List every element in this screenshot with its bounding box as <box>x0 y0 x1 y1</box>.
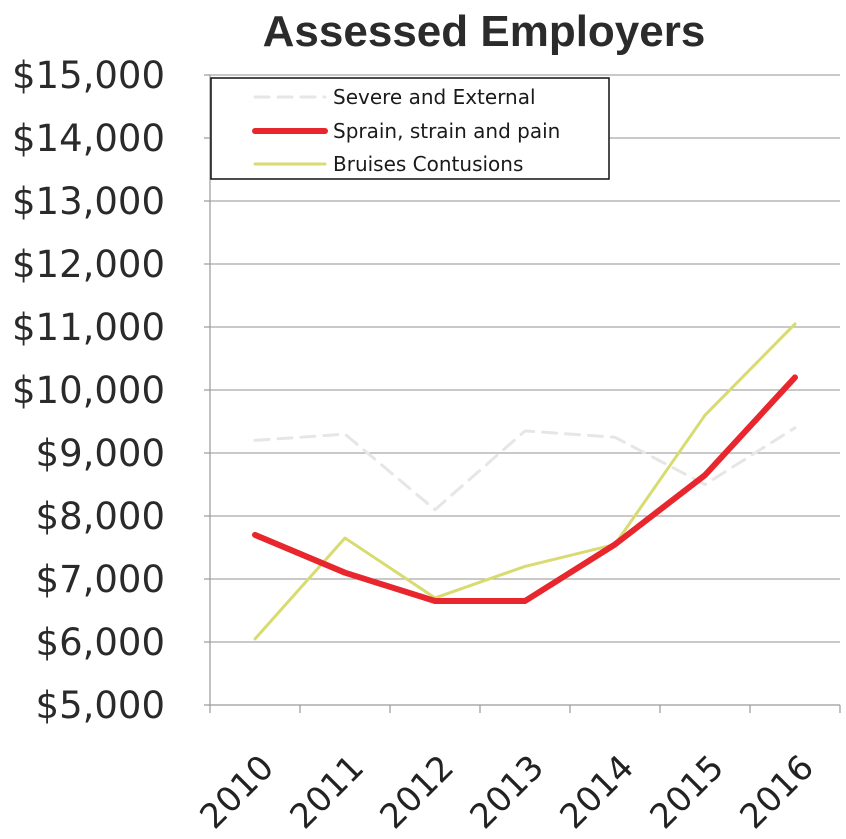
series-line-sprain-strain-pain <box>252 374 798 604</box>
y-tick-label: $14,000 <box>12 117 165 160</box>
series-layer <box>252 322 798 641</box>
x-tick-label: 2015 <box>642 747 731 836</box>
y-tick-label: $8,000 <box>36 495 165 538</box>
series-line-bruises-contusions <box>253 322 797 641</box>
x-tick-label: 2011 <box>282 747 371 836</box>
series-line-severe-external <box>253 426 797 512</box>
y-tick-label: $9,000 <box>36 432 165 475</box>
y-tick-label: $6,000 <box>36 621 165 664</box>
legend-label: Severe and External <box>333 85 536 109</box>
y-tick-label: $13,000 <box>12 180 165 223</box>
legend: Severe and External Sprain, strain and pa… <box>210 77 610 180</box>
x-tick-label: 2014 <box>552 747 641 836</box>
y-tick-label: $5,000 <box>36 684 165 727</box>
y-tick-labels: $5,000 $6,000 $7,000 $8,000 $9,000 $10,000 $11… <box>12 54 165 727</box>
y-tick-label: $7,000 <box>36 558 165 601</box>
y-tick-label: $11,000 <box>12 306 165 349</box>
x-tick-label: 2016 <box>732 747 821 836</box>
chart-title: Assessed Employers <box>263 7 706 56</box>
legend-label: Bruises Contusions <box>333 152 523 176</box>
x-tick-labels: 2010 2011 2012 2013 2014 2015 2016 <box>192 747 821 836</box>
x-tick-label: 2012 <box>372 747 461 836</box>
y-tick-label: $12,000 <box>12 243 165 286</box>
x-tick-label: 2013 <box>462 747 551 836</box>
axes <box>204 74 841 713</box>
x-tick-label: 2010 <box>192 747 281 836</box>
legend-label: Sprain, strain and pain <box>333 119 560 143</box>
y-tick-label: $10,000 <box>12 369 165 412</box>
y-tick-label: $15,000 <box>12 54 165 97</box>
